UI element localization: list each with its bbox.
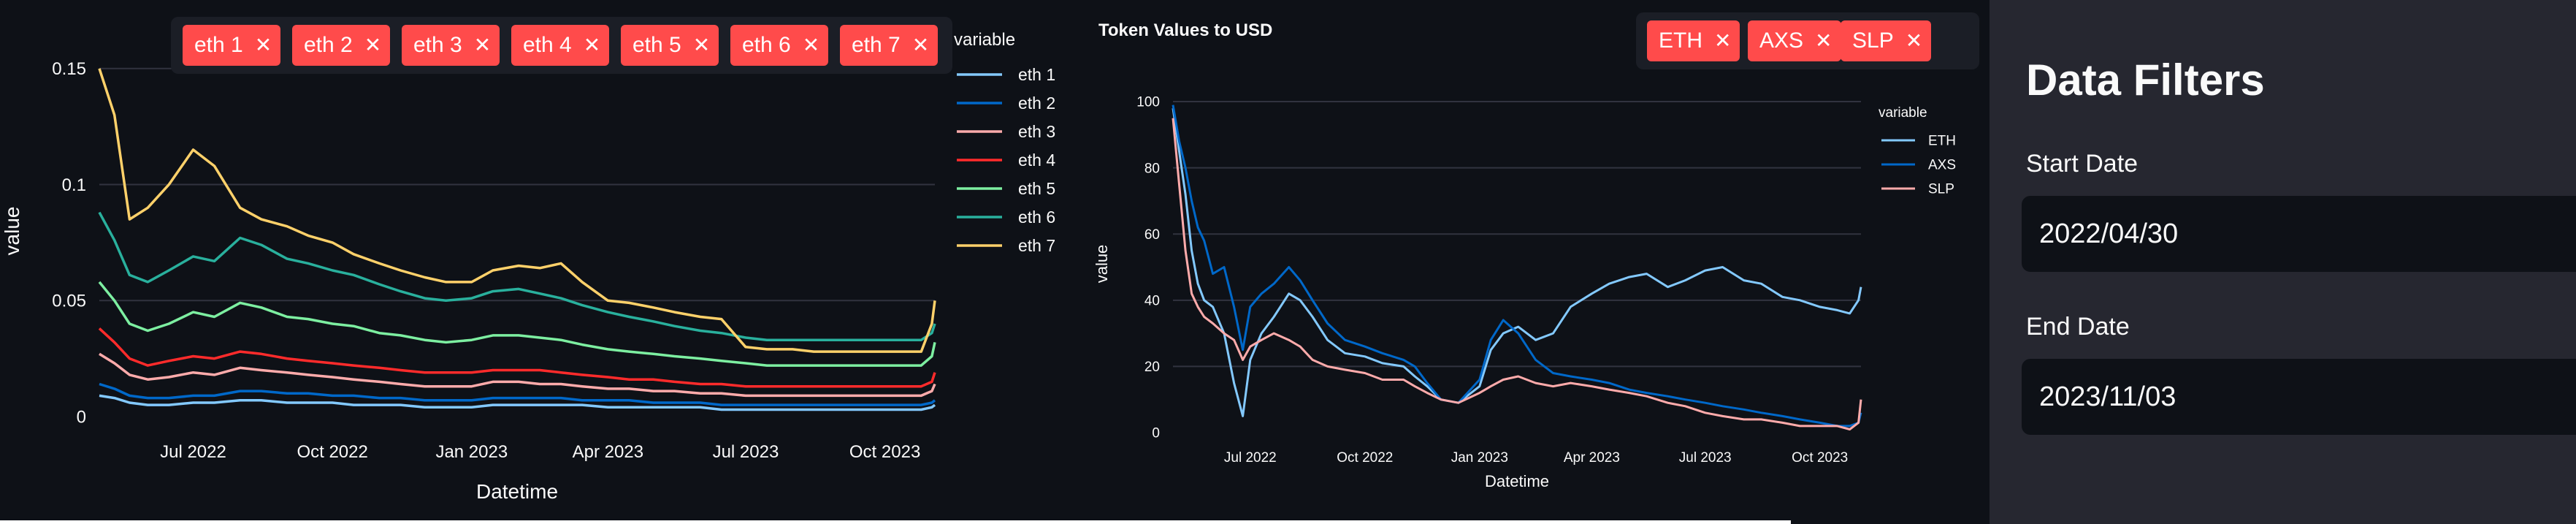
token-chart-panel: Token Values to USD 0 20 40 60 80 100 Jul 2022 O… xyxy=(1075,0,1990,520)
y-axis-label: value xyxy=(1093,245,1111,284)
x-tick-label: Jul 2022 xyxy=(1224,450,1277,466)
close-icon[interactable]: ✕ xyxy=(802,34,820,56)
legend-entry[interactable]: eth 6 xyxy=(1018,208,1055,227)
legend-title: variable xyxy=(1879,105,1927,121)
series-line-eth[interactable] xyxy=(1172,107,1862,417)
filter-tag-label: eth 3 xyxy=(413,33,462,57)
panel-bottom-strip xyxy=(1791,520,1990,524)
close-icon[interactable]: ✕ xyxy=(1714,29,1732,52)
start-date-input[interactable]: 2022/04/30 xyxy=(2022,196,2576,272)
x-axis-label: Datetime xyxy=(1485,472,1549,490)
filter-tag[interactable]: eth 2 ✕ xyxy=(292,25,391,66)
series-line-eth-6[interactable] xyxy=(98,211,936,341)
close-icon[interactable]: ✕ xyxy=(1815,29,1832,52)
series-line-eth-2[interactable] xyxy=(99,382,936,406)
x-tick-label: Jan 2023 xyxy=(1451,450,1508,466)
filter-tag-label: ETH xyxy=(1659,29,1702,53)
filter-tag[interactable]: eth 3 ✕ xyxy=(402,25,500,66)
x-axis-label: Datetime xyxy=(476,480,558,503)
series-line-eth-5[interactable] xyxy=(98,281,936,367)
x-tick-label: Oct 2023 xyxy=(849,442,920,462)
legend-entry[interactable]: eth 4 xyxy=(1018,151,1055,170)
legend-entry[interactable]: ETH xyxy=(1928,134,1956,149)
filter-tag[interactable]: eth 5 ✕ xyxy=(621,25,719,66)
close-icon[interactable]: ✕ xyxy=(254,34,272,56)
y-tick-label: 40 xyxy=(1144,293,1160,308)
y-tick-label: 0 xyxy=(77,407,86,427)
series-line-eth-4[interactable] xyxy=(98,327,936,388)
filter-tag-label: eth 1 xyxy=(194,33,243,57)
filter-tag[interactable]: eth 6 ✕ xyxy=(730,25,829,66)
filter-tag-label: SLP xyxy=(1852,29,1894,53)
y-tick-label: 0 xyxy=(1152,426,1160,441)
close-icon[interactable]: ✕ xyxy=(583,34,601,56)
series-line-axs[interactable] xyxy=(1172,105,1862,428)
start-date-label: Start Date xyxy=(2026,150,2139,178)
y-tick-label: 0.15 xyxy=(52,59,86,79)
y-tick-label: 0.05 xyxy=(52,292,86,311)
token-multiselect[interactable]: ETH ✕ AXS ✕ SLP ✕ xyxy=(1636,12,1979,69)
eth-chart-panel: 0 0.05 0.1 0.15 Jul 2022 Oct 2022 Jan 2023 Apr … xyxy=(0,0,1075,520)
chart-title: Token Values to USD xyxy=(1098,20,1272,40)
x-tick-label: Oct 2022 xyxy=(297,442,367,462)
filter-tag[interactable]: eth 7 ✕ xyxy=(840,25,939,66)
y-tick-label: 100 xyxy=(1136,95,1160,110)
filter-tag-label: AXS xyxy=(1759,29,1804,53)
x-tick-label: Apr 2023 xyxy=(573,442,643,462)
filter-tag-label: eth 6 xyxy=(742,33,791,57)
eth-line-chart[interactable]: 0 0.05 0.1 0.15 Jul 2022 Oct 2022 Jan 2023 Apr … xyxy=(0,0,1075,520)
y-tick-label: 80 xyxy=(1144,161,1160,176)
series-line-eth-1[interactable] xyxy=(99,394,936,411)
end-date-label: End Date xyxy=(2026,313,2130,341)
y-axis-label: value xyxy=(1,207,23,256)
filter-tag-label: eth 7 xyxy=(852,33,901,57)
filter-tag[interactable]: ETH ✕ xyxy=(1647,20,1740,61)
eth-multiselect[interactable]: eth 1 ✕ eth 2 ✕ eth 3 ✕ eth 4 ✕ eth 5 ✕ eth 6 ✕ eth … xyxy=(171,17,952,74)
y-tick-label: 0.1 xyxy=(62,175,86,195)
filter-tag-label: eth 5 xyxy=(632,33,681,57)
sidebar-title: Data Filters xyxy=(2026,56,2265,105)
legend-entry[interactable]: eth 5 xyxy=(1018,179,1055,198)
end-date-input[interactable]: 2023/11/03 xyxy=(2022,359,2576,435)
series-line-eth-3[interactable] xyxy=(99,352,936,398)
legend-entry[interactable]: AXS xyxy=(1928,158,1956,173)
close-icon[interactable]: ✕ xyxy=(911,34,930,56)
close-icon[interactable]: ✕ xyxy=(1905,29,1923,52)
x-tick-label: Jan 2023 xyxy=(435,442,508,462)
y-tick-label: 60 xyxy=(1144,227,1160,243)
token-line-chart[interactable]: Token Values to USD 0 20 40 60 80 100 Jul 2022 O… xyxy=(1075,0,1990,520)
x-tick-label: Jul 2023 xyxy=(1679,450,1732,466)
legend-entry[interactable]: SLP xyxy=(1928,182,1954,197)
x-tick-label: Jul 2022 xyxy=(160,442,226,462)
filter-tag[interactable]: SLP ✕ xyxy=(1841,20,1932,61)
x-tick-label: Oct 2022 xyxy=(1337,450,1393,466)
legend-title: variable xyxy=(954,30,1015,50)
x-tick-label: Oct 2023 xyxy=(1792,450,1848,466)
filter-tag[interactable]: eth 1 ✕ xyxy=(183,25,281,66)
series-line-eth-7[interactable] xyxy=(98,68,936,353)
x-tick-label: Jul 2023 xyxy=(713,442,779,462)
close-icon[interactable]: ✕ xyxy=(473,34,492,56)
filter-tag-label: eth 2 xyxy=(304,33,353,57)
y-tick-label: 20 xyxy=(1144,360,1160,375)
legend-entry[interactable]: eth 1 xyxy=(1018,65,1055,84)
series-line-slp[interactable] xyxy=(1172,118,1862,430)
close-icon[interactable]: ✕ xyxy=(364,34,382,56)
filter-tag[interactable]: AXS ✕ xyxy=(1748,20,1841,61)
data-filters-sidebar: Data Filters Start Date 2022/04/30 End D… xyxy=(1990,0,2576,524)
filter-tag[interactable]: eth 4 ✕ xyxy=(511,25,610,66)
legend-entry[interactable]: eth 3 xyxy=(1018,122,1055,141)
x-tick-label: Apr 2023 xyxy=(1564,450,1620,466)
legend-entry[interactable]: eth 2 xyxy=(1018,94,1055,113)
legend-entry[interactable]: eth 7 xyxy=(1018,236,1055,255)
filter-tag-label: eth 4 xyxy=(523,33,572,57)
close-icon[interactable]: ✕ xyxy=(692,34,711,56)
